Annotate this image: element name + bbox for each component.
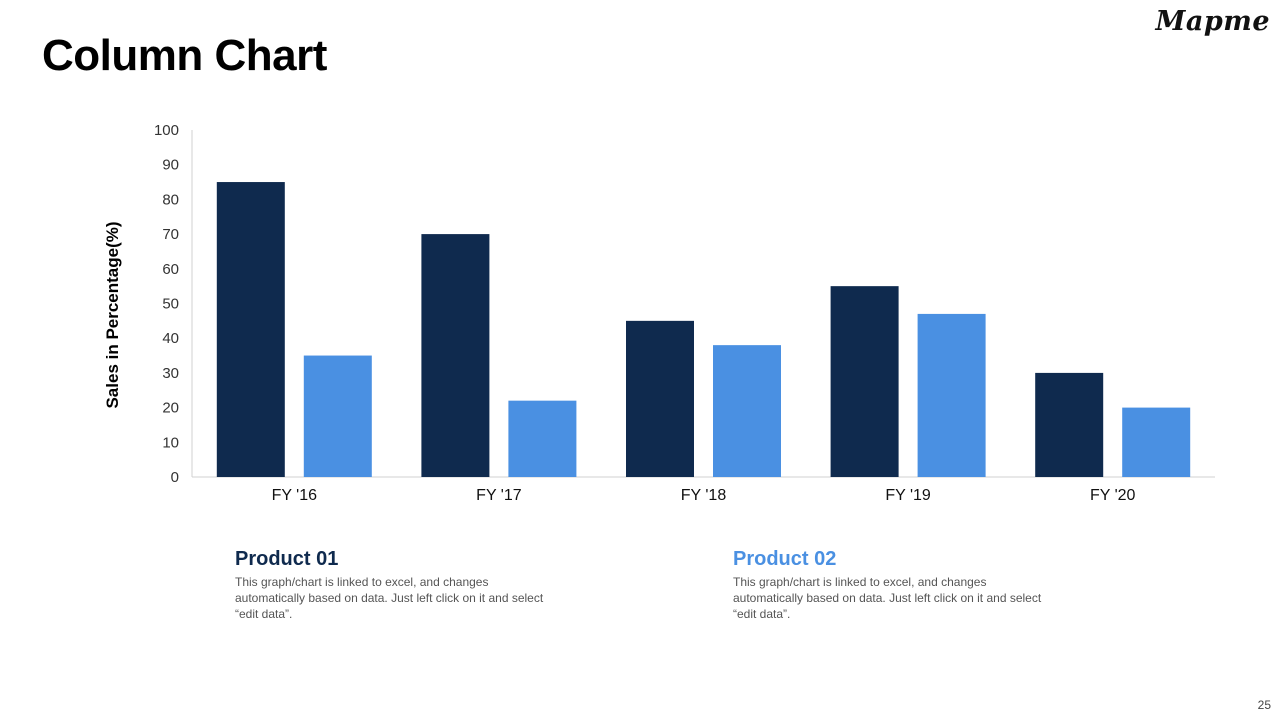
x-category-label: FY '20 — [1090, 487, 1136, 504]
x-category-label: FY '19 — [885, 487, 931, 504]
bar-product-02 — [713, 345, 781, 477]
bar-product-01 — [216, 182, 285, 478]
bar-product-02 — [303, 355, 372, 477]
bar-product-01 — [626, 320, 694, 477]
y-axis: 0 10 20 30 40 50 60 70 80 90 100 — [154, 122, 193, 486]
y-tick-label: 100 — [154, 122, 179, 139]
product-02-description: This graph/chart is linked to excel, and… — [733, 575, 1042, 621]
bar-product-02 — [508, 400, 577, 477]
bars — [216, 182, 1191, 478]
product-02-title: Product 02 — [733, 548, 837, 570]
y-tick-label: 70 — [162, 226, 179, 243]
y-tick-label: 30 — [162, 365, 179, 382]
y-axis-label: Sales in Percentage(%) — [103, 221, 122, 408]
x-category-label: FY '16 — [272, 487, 318, 504]
y-tick-label: 40 — [162, 330, 179, 347]
legend-product-02: Product 02 This graph/chart is linked to… — [733, 546, 1053, 622]
y-tick-label: 50 — [162, 296, 179, 313]
bar-product-02 — [1122, 407, 1191, 477]
product-01-title: Product 01 — [235, 548, 339, 570]
y-tick-label: 90 — [162, 157, 179, 174]
y-tick-label: 10 — [162, 434, 179, 451]
product-01-description: This graph/chart is linked to excel, and… — [235, 575, 544, 621]
page-number: 25 — [1257, 698, 1271, 712]
bar-product-01 — [421, 234, 490, 477]
bar-product-01 — [1035, 372, 1104, 477]
y-tick-label: 80 — [162, 191, 179, 208]
brand-logo: Mapme — [1155, 6, 1270, 37]
bar-product-01 — [830, 286, 899, 477]
x-category-label: FY '18 — [681, 487, 727, 504]
x-axis: FY '16 FY '17 FY '18 FY '19 FY '20 — [192, 476, 1215, 504]
y-tick-label: 0 — [171, 469, 179, 486]
y-tick-label: 20 — [162, 400, 179, 417]
legend-product-01: Product 01 This graph/chart is linked to… — [235, 546, 555, 622]
slide-title: Column Chart — [42, 31, 327, 80]
bar-product-02 — [917, 313, 986, 477]
y-tick-label: 60 — [162, 261, 179, 278]
x-category-label: FY '17 — [476, 487, 522, 504]
